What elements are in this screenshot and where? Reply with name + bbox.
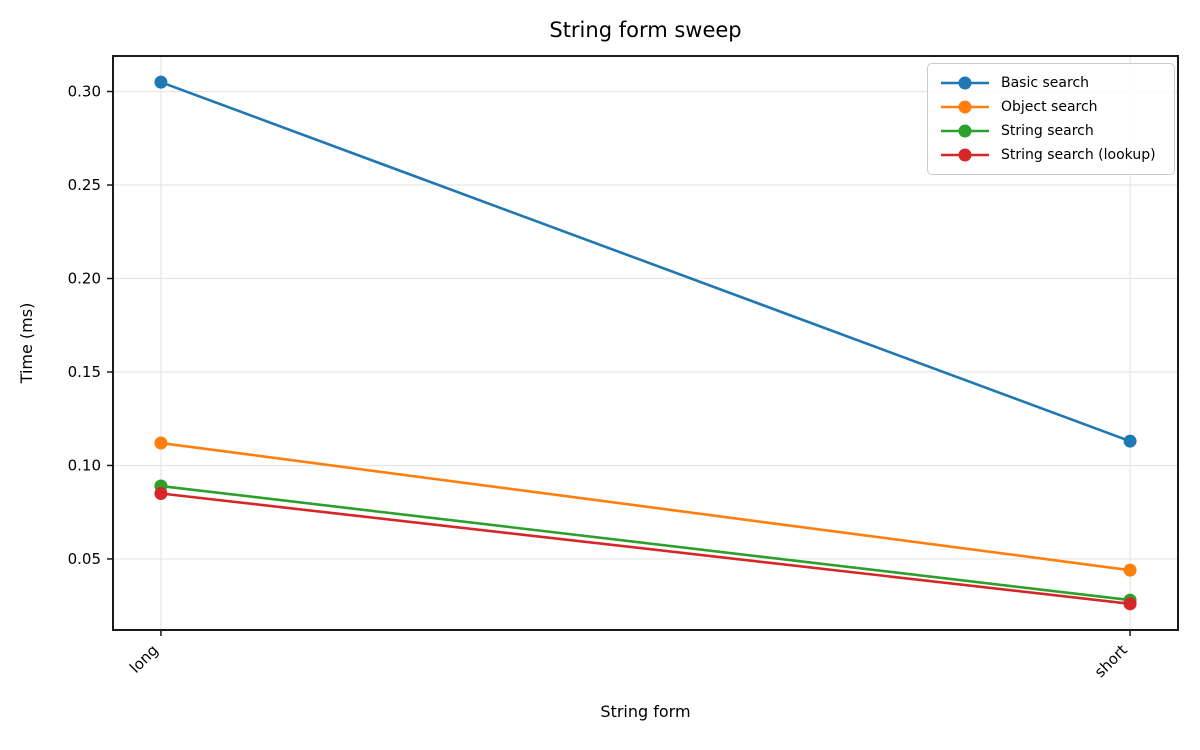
x-axis-label: String form [600,702,691,721]
legend-label: Basic search [1001,75,1090,91]
series-line [159,80,1132,443]
legend-line-marker-icon [941,76,989,90]
y-tick-label: 0.25 [68,176,101,194]
legend-item-object-search: Object search [938,95,1164,119]
series-marker [1123,434,1137,448]
legend-item-basic-search: Basic search [938,71,1164,95]
y-tick-label: 0.30 [68,83,101,101]
series-marker [154,487,168,501]
legend-label: String search (lookup) [1001,147,1156,163]
series-marker [154,436,168,450]
series-marker [1123,563,1137,577]
x-tick-label: long [126,641,162,677]
series-marker [1123,597,1137,611]
legend: Basic search Object search String search… [927,63,1175,175]
y-tick-label: 0.20 [68,269,101,287]
series-line [159,484,1132,602]
series-line [159,441,1132,572]
legend-item-string-search-lookup: String search (lookup) [938,143,1164,167]
legend-line-marker-icon [941,124,989,138]
x-tick-label: short [1091,641,1131,681]
series-marker [154,75,168,89]
chart-title: String form sweep [549,18,742,42]
legend-line-marker-icon [941,148,989,162]
legend-label: Object search [1001,99,1098,115]
y-tick-label: 0.10 [68,456,101,474]
legend-item-string-search: String search [938,119,1164,143]
axes-spines [112,55,1179,631]
legend-label: String search [1001,123,1094,139]
y-tick-label: 0.05 [68,550,101,568]
y-tick-label: 0.15 [68,363,101,381]
legend-line-marker-icon [941,100,989,114]
series-line [159,492,1132,606]
